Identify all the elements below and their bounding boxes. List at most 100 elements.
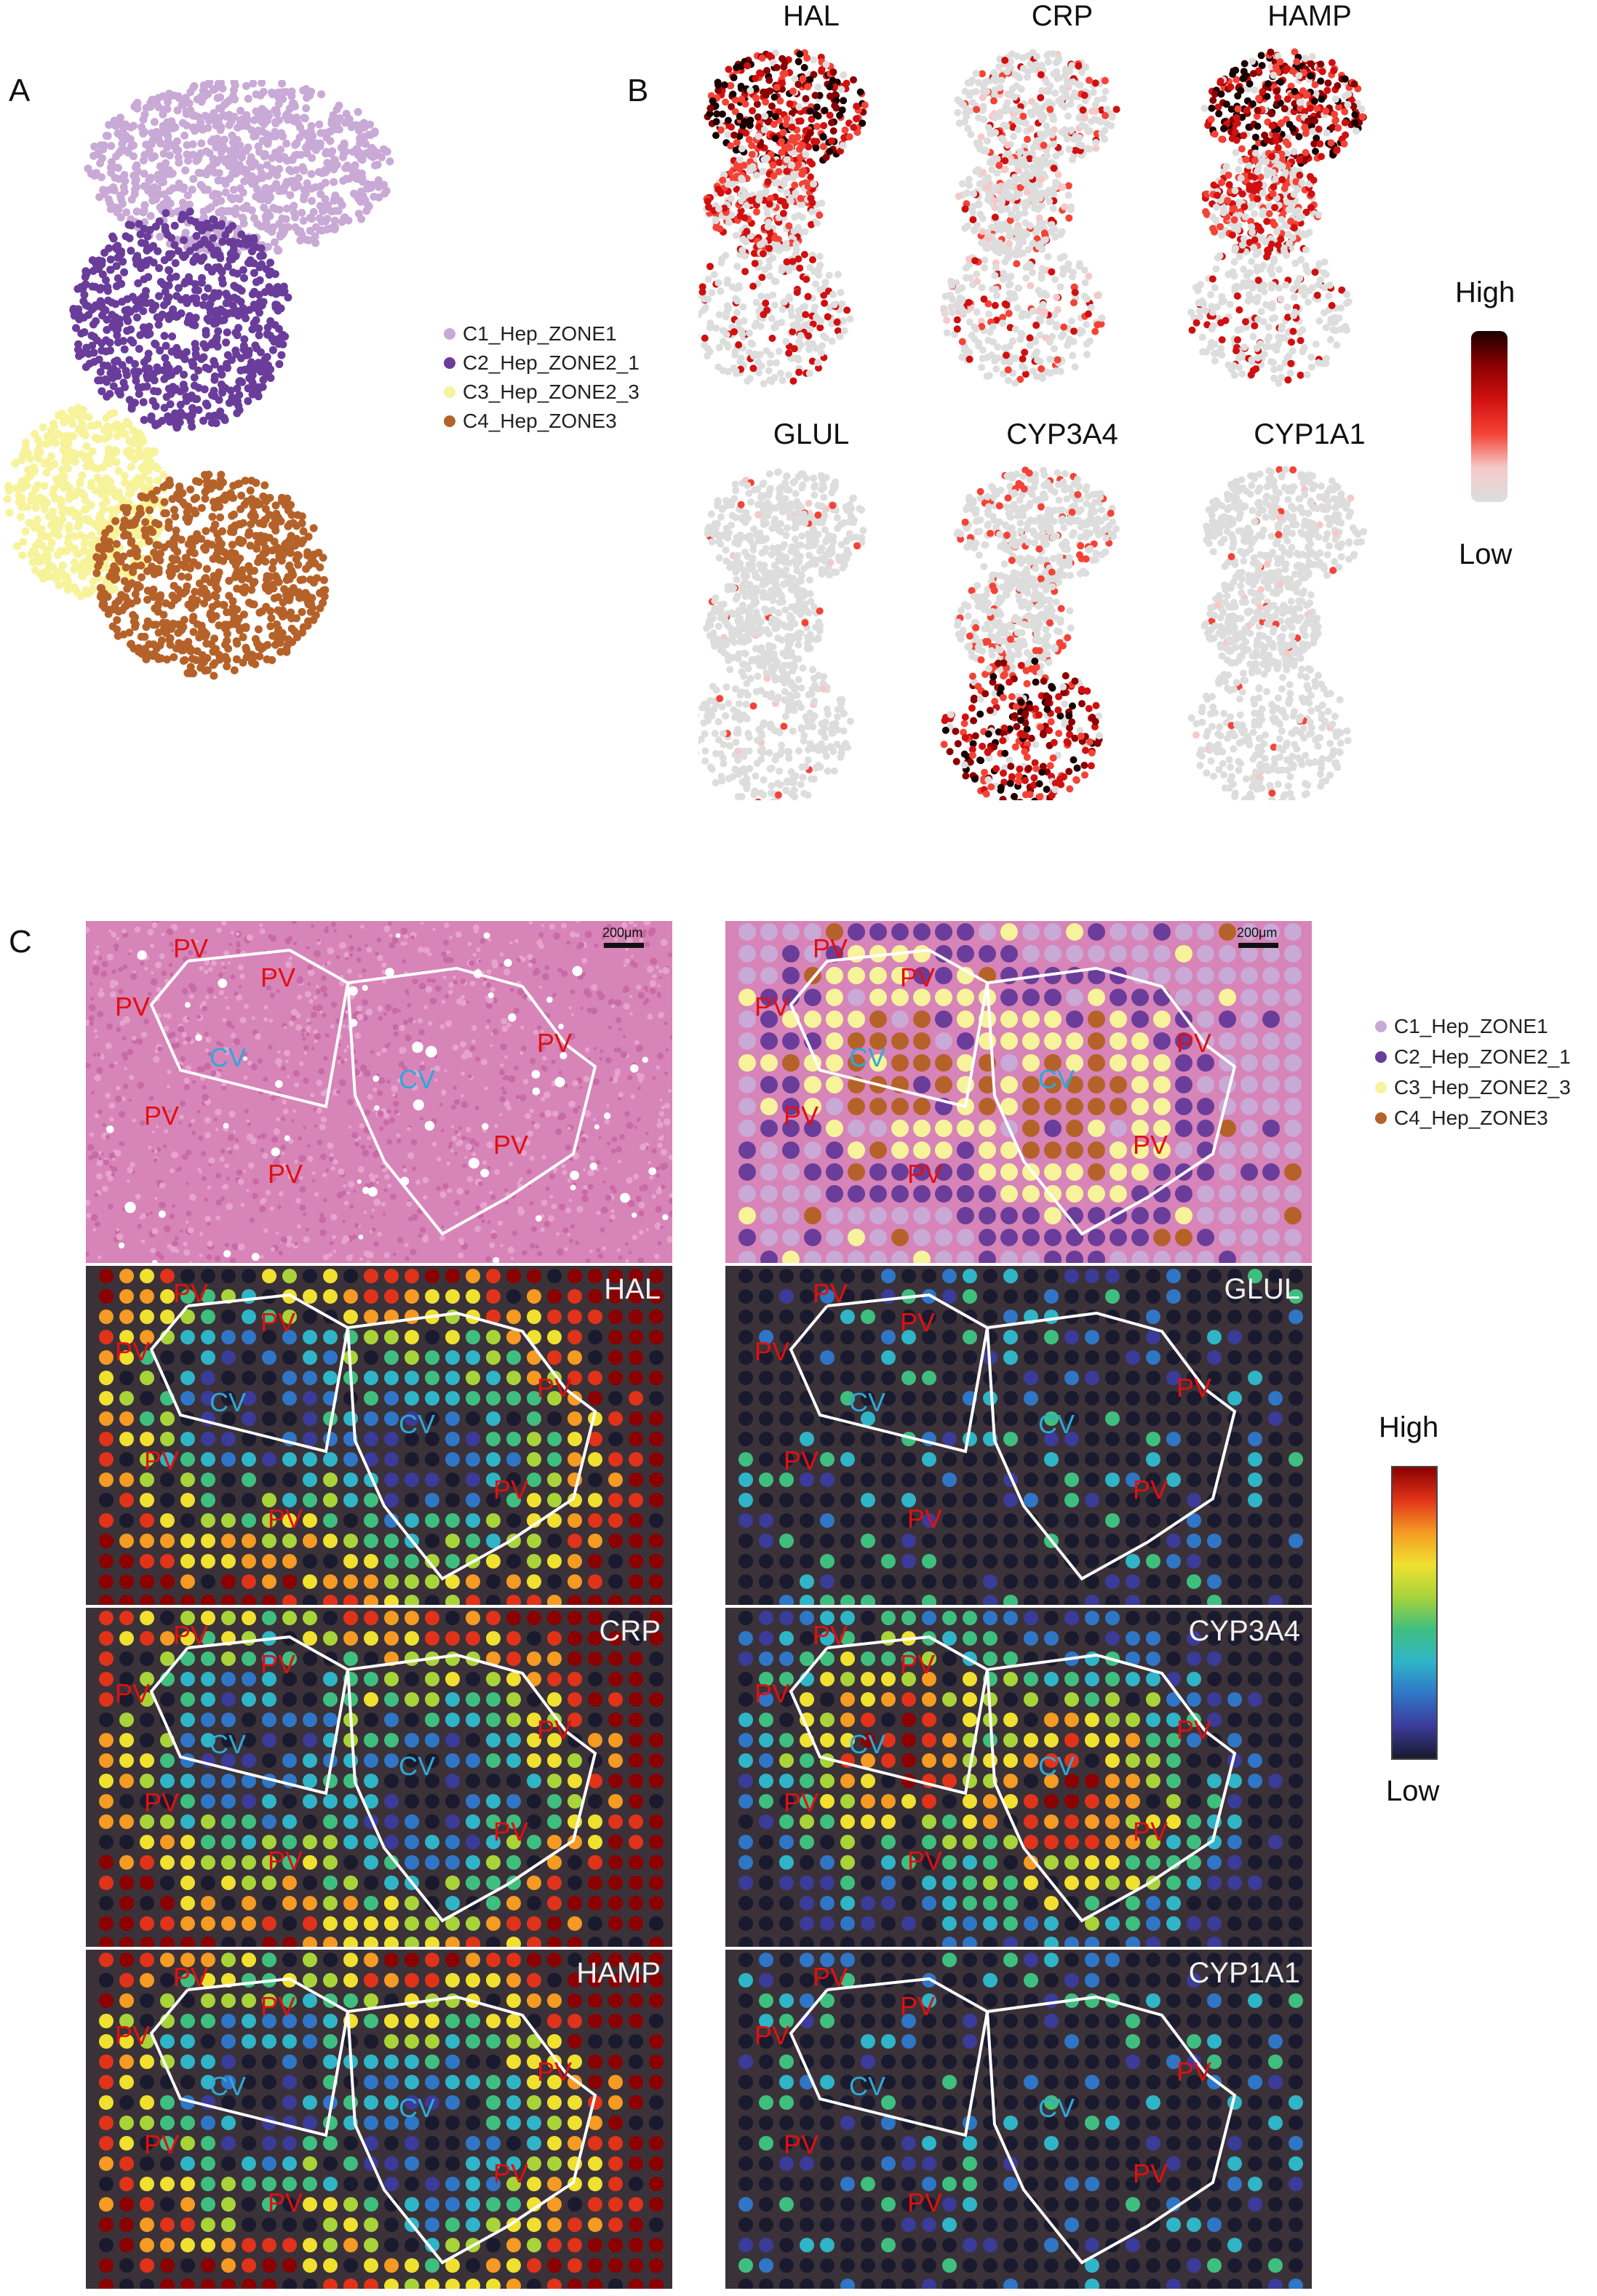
cluster-point xyxy=(206,242,215,251)
cluster-point xyxy=(201,495,210,503)
cluster-point xyxy=(170,386,179,394)
cluster-point xyxy=(63,584,72,592)
expression-point xyxy=(747,196,755,204)
cluster-point xyxy=(74,520,83,529)
cluster-point xyxy=(157,636,166,645)
expression-point xyxy=(825,271,833,279)
cluster-point xyxy=(159,149,168,158)
cluster-point xyxy=(113,551,122,559)
cluster-point xyxy=(273,283,282,292)
expression-point xyxy=(794,255,803,263)
cluster-point xyxy=(21,443,30,452)
expression-point xyxy=(795,338,803,346)
cluster-point xyxy=(252,532,260,541)
cluster-point xyxy=(31,485,40,493)
cluster-point xyxy=(174,146,183,155)
cluster-point xyxy=(167,572,175,581)
expression-point xyxy=(715,343,723,351)
cluster-point xyxy=(140,170,148,178)
cluster-point xyxy=(80,328,89,337)
expression-point xyxy=(1007,183,1015,191)
cluster-point xyxy=(241,165,249,174)
cluster-point xyxy=(263,208,272,217)
cluster-point xyxy=(290,100,298,108)
expression-point xyxy=(758,240,766,248)
cluster-point xyxy=(135,345,143,353)
expression-point xyxy=(720,338,727,346)
cluster-point xyxy=(127,247,135,255)
cluster-point xyxy=(58,466,67,474)
expression-point xyxy=(738,145,746,153)
expression-point xyxy=(757,292,765,300)
cluster-point xyxy=(140,225,148,234)
cluster-point xyxy=(246,256,255,265)
expression-point xyxy=(1000,370,1007,378)
legend-item: C3_Hep_ZONE2_3 xyxy=(444,380,640,404)
expression-point xyxy=(785,293,793,301)
cluster-point xyxy=(147,415,156,424)
cluster-point xyxy=(288,638,297,646)
cluster-point xyxy=(130,103,139,111)
expression-point xyxy=(722,98,730,106)
cluster-point xyxy=(307,87,315,96)
expression-point xyxy=(1030,367,1038,375)
expression-point xyxy=(979,103,987,111)
cluster-point xyxy=(170,241,179,250)
cluster-point xyxy=(276,647,285,656)
cluster-point xyxy=(320,592,329,601)
cluster-point xyxy=(282,87,290,96)
cluster-point xyxy=(233,605,242,614)
cluster-point xyxy=(119,258,127,266)
expression-point xyxy=(1061,103,1068,111)
cluster-point xyxy=(266,317,275,325)
expression-point xyxy=(714,87,722,95)
expression-point xyxy=(800,250,808,258)
cluster-point xyxy=(103,378,111,386)
cluster-point xyxy=(212,198,220,207)
expression-point xyxy=(1049,204,1057,212)
expression-point xyxy=(981,256,989,264)
expression-point xyxy=(1055,55,1063,63)
cluster-point xyxy=(135,647,143,656)
cluster-point xyxy=(212,419,220,428)
expression-point xyxy=(741,268,749,276)
expression-point xyxy=(1037,129,1045,137)
cluster-point xyxy=(82,442,91,451)
expression-point xyxy=(760,126,768,134)
cluster-point xyxy=(303,548,312,557)
cluster-point xyxy=(149,621,158,629)
expression-point xyxy=(704,275,712,283)
expression-point xyxy=(789,134,796,142)
expression-point xyxy=(1001,157,1009,164)
expression-point xyxy=(735,319,743,327)
cluster-point xyxy=(173,351,182,359)
cluster-point xyxy=(43,547,51,556)
expression-point xyxy=(1067,203,1075,211)
cluster-point xyxy=(77,350,86,359)
expression-point xyxy=(701,303,709,311)
cluster-point xyxy=(186,88,195,96)
cluster-point xyxy=(210,109,218,117)
expression-point xyxy=(1019,112,1027,120)
expression-point xyxy=(980,116,988,124)
cluster-point xyxy=(56,495,65,504)
cluster-point xyxy=(337,143,346,152)
expression-point xyxy=(833,318,841,326)
cluster-point xyxy=(304,236,313,244)
cluster-point xyxy=(216,513,225,522)
expression-point xyxy=(724,180,732,188)
cluster-point xyxy=(96,583,105,592)
cluster-point xyxy=(113,206,122,215)
cluster-point xyxy=(235,378,244,386)
cluster-point xyxy=(246,541,255,550)
expression-point xyxy=(1021,348,1029,356)
cluster-point xyxy=(99,305,108,314)
expression-point xyxy=(978,322,986,330)
expression-point xyxy=(986,328,994,336)
expression-point xyxy=(850,76,857,84)
cluster-point xyxy=(97,479,105,487)
cluster-point xyxy=(34,436,43,445)
cluster-point xyxy=(102,132,111,140)
cluster-point xyxy=(189,360,198,369)
cluster-point xyxy=(249,509,258,517)
